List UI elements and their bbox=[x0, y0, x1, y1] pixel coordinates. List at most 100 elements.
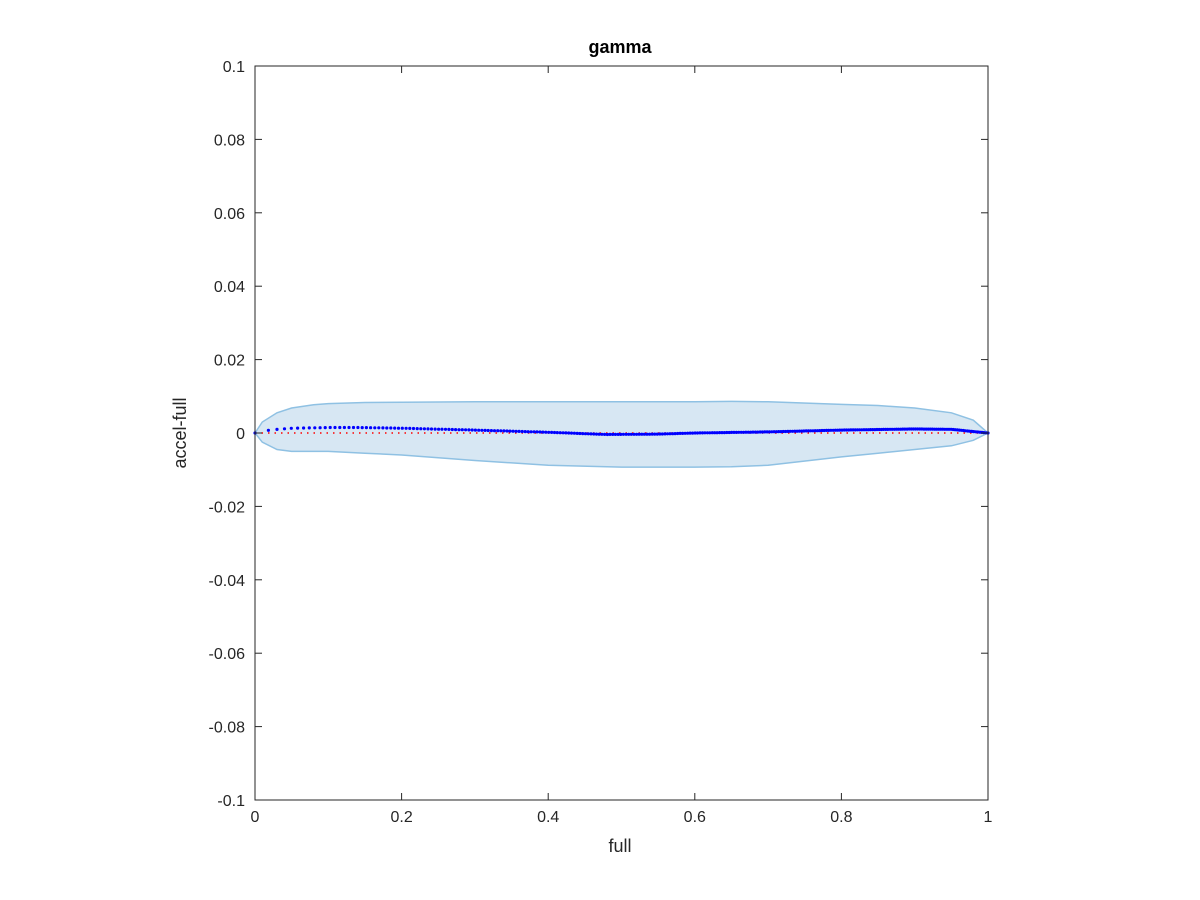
mean-point bbox=[877, 427, 881, 432]
mean-point bbox=[916, 427, 920, 431]
mean-point bbox=[788, 429, 792, 433]
mean-point bbox=[868, 428, 873, 432]
mean-point bbox=[526, 430, 530, 434]
y-tick-label: -0.1 bbox=[217, 793, 245, 810]
mean-point bbox=[502, 429, 506, 433]
mean-point bbox=[581, 432, 585, 436]
mean-point bbox=[381, 426, 385, 430]
mean-point bbox=[489, 429, 493, 433]
mean-point bbox=[790, 429, 795, 433]
mean-point bbox=[648, 432, 652, 436]
mean-point bbox=[645, 432, 649, 436]
chart-title: gamma bbox=[588, 37, 652, 57]
mean-point bbox=[369, 426, 373, 430]
y-tick-label: -0.02 bbox=[209, 499, 246, 516]
mean-point bbox=[786, 429, 790, 433]
mean-point bbox=[668, 432, 672, 436]
mean-point bbox=[429, 427, 434, 431]
mean-point bbox=[360, 426, 364, 430]
mean-point bbox=[323, 426, 327, 430]
mean-point bbox=[732, 430, 736, 434]
mean-point bbox=[795, 429, 799, 433]
mean-point bbox=[632, 432, 636, 436]
mean-point bbox=[569, 431, 574, 435]
x-tick-label: 0 bbox=[251, 809, 260, 826]
y-tick-label: 0.1 bbox=[223, 59, 245, 76]
mean-point bbox=[411, 426, 416, 431]
mean-point bbox=[496, 429, 500, 433]
mean-point bbox=[772, 430, 776, 434]
mean-point bbox=[447, 427, 451, 431]
mean-point bbox=[793, 429, 797, 433]
mean-point bbox=[275, 427, 279, 431]
mean-point bbox=[592, 432, 596, 436]
mean-point bbox=[751, 430, 755, 434]
mean-point bbox=[499, 429, 503, 433]
mean-point bbox=[875, 427, 879, 432]
mean-point bbox=[440, 427, 444, 431]
mean-point bbox=[552, 430, 557, 435]
mean-point bbox=[333, 425, 337, 430]
mean-point bbox=[408, 426, 412, 430]
mean-point bbox=[318, 426, 322, 430]
mean-point bbox=[838, 428, 842, 432]
mean-point bbox=[611, 432, 615, 436]
mean-point bbox=[538, 430, 542, 434]
mean-point bbox=[561, 431, 565, 435]
mean-point bbox=[567, 431, 571, 435]
x-tick-label: 0.6 bbox=[684, 809, 706, 826]
mean-point bbox=[797, 429, 802, 433]
x-axis-ticks: 0 0.2 0.4 0.6 0.8 1 bbox=[251, 66, 993, 826]
mean-point bbox=[589, 432, 593, 436]
mean-point bbox=[655, 432, 659, 436]
y-axis-ticks: -0.1 -0.08 -0.06 -0.04 -0.02 0 0.02 0.04 0.06 0.0… bbox=[209, 59, 988, 810]
mean-point bbox=[338, 425, 342, 430]
x-tick-label: 1 bbox=[984, 809, 993, 826]
mean-point bbox=[683, 431, 687, 435]
mean-point bbox=[840, 428, 844, 432]
mean-point bbox=[400, 426, 404, 430]
mean-point bbox=[613, 432, 618, 436]
mean-point bbox=[890, 427, 894, 431]
mean-point bbox=[313, 426, 317, 430]
mean-point bbox=[529, 430, 533, 434]
mean-point bbox=[464, 428, 468, 432]
mean-point bbox=[804, 429, 808, 433]
mean-point bbox=[555, 431, 559, 435]
mean-point bbox=[858, 428, 862, 432]
mean-point bbox=[871, 428, 875, 432]
mean-point bbox=[818, 429, 822, 433]
mean-point bbox=[597, 432, 601, 436]
mean-point bbox=[356, 425, 360, 430]
mean-point bbox=[342, 425, 346, 430]
mean-point bbox=[621, 432, 626, 436]
mean-point bbox=[450, 427, 454, 432]
mean-point bbox=[881, 427, 886, 431]
mean-point bbox=[558, 431, 562, 435]
mean-point bbox=[624, 432, 628, 436]
y-tick-label: 0.08 bbox=[214, 132, 245, 149]
mean-point bbox=[700, 431, 705, 435]
mean-point bbox=[508, 429, 512, 433]
mean-point bbox=[454, 428, 458, 432]
x-axis-label: full bbox=[608, 836, 631, 856]
mean-point bbox=[460, 428, 464, 432]
mean-point bbox=[364, 426, 368, 430]
mean-point bbox=[777, 430, 781, 434]
mean-point bbox=[404, 426, 408, 430]
x-tick-label: 0.4 bbox=[537, 809, 559, 826]
mean-point bbox=[266, 428, 270, 432]
mean-point bbox=[763, 430, 767, 434]
mean-point bbox=[749, 430, 753, 434]
mean-point bbox=[289, 426, 293, 430]
mean-point bbox=[727, 430, 731, 435]
mean-point bbox=[642, 432, 647, 436]
mean-point bbox=[698, 431, 702, 435]
y-tick-label: -0.06 bbox=[209, 646, 246, 663]
mean-point bbox=[725, 430, 729, 435]
mean-point bbox=[302, 426, 306, 430]
mean-point bbox=[695, 431, 700, 435]
mean-point bbox=[547, 430, 551, 434]
mean-point bbox=[351, 425, 356, 430]
